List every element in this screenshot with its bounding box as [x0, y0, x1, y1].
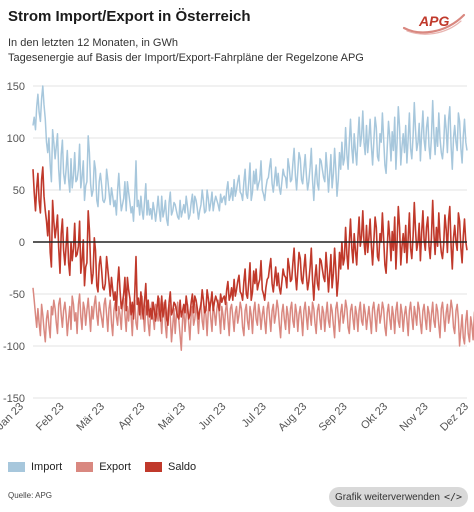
apg-logo: APG [402, 13, 466, 35]
legend-label-import: Import [31, 461, 63, 473]
x-tick-label: Apr 23 [116, 401, 147, 432]
x-tick-label: Mär 23 [74, 401, 107, 434]
x-tick-label: Jun 23 [197, 401, 229, 433]
y-tick-label: 0 [19, 237, 25, 249]
logo-swoosh-inner [406, 20, 462, 35]
legend-item-export[interactable]: Export [76, 461, 131, 473]
chart-description: Tagesenergie auf Basis der Import/Export… [8, 52, 364, 64]
code-icon: </> [443, 491, 463, 503]
x-tick-label: Mai 23 [156, 401, 188, 433]
reuse-chart-button[interactable]: Grafik weiterverwenden </> [329, 487, 468, 507]
legend-label-saldo: Saldo [167, 461, 197, 473]
y-tick-label: -100 [3, 341, 25, 353]
logo-text: APG [418, 13, 449, 29]
series-layer [32, 85, 474, 351]
y-tick-label: 50 [13, 185, 25, 197]
series-line-import [32, 85, 468, 227]
chart-subtitle: In den letzten 12 Monaten, in GWh [8, 37, 178, 49]
series-line-export [32, 287, 474, 351]
x-tick-label: Okt 23 [359, 401, 390, 432]
x-tick-label: Nov 23 [398, 401, 431, 434]
y-axis-labels: 150 100 50 0 -50 -100 -150 [3, 81, 25, 405]
y-tick-label: -50 [9, 289, 25, 301]
legend-item-import[interactable]: Import [8, 461, 62, 473]
legend-swatch-import [8, 462, 25, 472]
series-line-saldo [32, 166, 468, 326]
y-tick-label: -150 [3, 393, 25, 405]
x-tick-label: Feb 23 [34, 401, 67, 434]
x-axis-labels: Jan 23 Feb 23 Mär 23 Apr 23 Mai 23 Jun 23 Jul … [0, 401, 471, 434]
y-tick-label: 150 [7, 81, 25, 93]
logo-swoosh [402, 13, 466, 34]
x-tick-label: Dez 23 [438, 401, 471, 434]
x-tick-label: Jul 23 [240, 401, 269, 430]
reuse-chart-label: Grafik weiterverwenden [334, 491, 440, 503]
source-note: Quelle: APG [8, 491, 53, 500]
line-chart: 150 100 50 0 -50 -100 -150 Jan 23 Feb 23 Mär 23 A… [0, 81, 474, 434]
page-title: Strom Import/Export in Österreich [8, 8, 251, 25]
legend-label-export: Export [99, 461, 131, 473]
chart-legend: Import Export Saldo [8, 460, 210, 474]
legend-swatch-export [76, 462, 94, 472]
x-tick-label: Sep 23 [317, 401, 350, 434]
x-tick-label: Jan 23 [0, 401, 26, 433]
x-tick-label: Aug 23 [276, 401, 309, 434]
legend-swatch-saldo [144, 462, 162, 472]
legend-item-saldo[interactable]: Saldo [144, 461, 197, 473]
y-tick-label: 100 [7, 133, 25, 145]
